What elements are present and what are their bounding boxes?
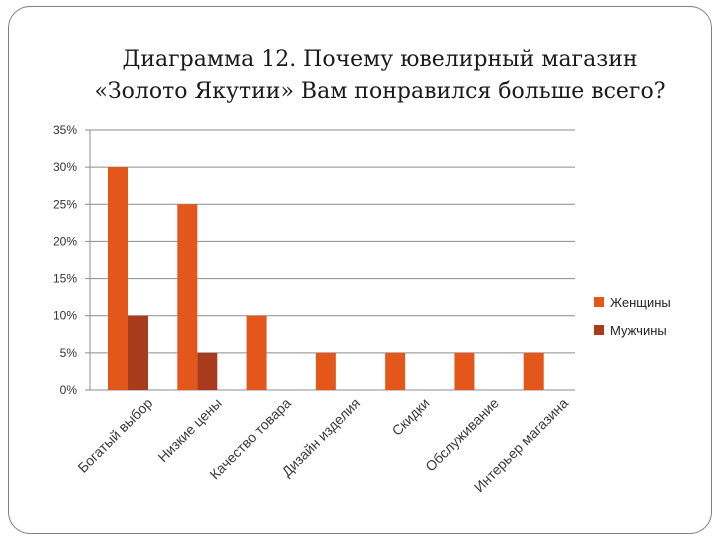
x-category-label: Обслуживание: [422, 395, 502, 475]
legend-swatch: [594, 297, 604, 307]
legend-label: Мужчины: [610, 323, 667, 338]
y-tick-label: 20%: [53, 234, 77, 248]
chart-title-line-1: Диаграмма 12. Почему ювелирный магазин: [122, 47, 638, 72]
y-tick-label: 25%: [53, 197, 77, 211]
bar-women: [385, 352, 406, 390]
bar-men: [128, 315, 148, 390]
bar-women: [523, 352, 544, 390]
legend-swatch: [594, 325, 604, 335]
bar-women: [454, 352, 475, 390]
y-tick-label: 30%: [53, 160, 77, 174]
x-category-label: Низкие цены: [154, 395, 224, 465]
y-tick-label: 0%: [60, 383, 78, 397]
legend-label: Женщины: [610, 295, 671, 310]
x-category-label: Скидки: [389, 395, 433, 439]
bar-women: [108, 167, 128, 390]
y-tick-label: 15%: [53, 272, 77, 286]
y-tick-label: 10%: [53, 309, 77, 323]
y-tick-label: 5%: [60, 346, 78, 360]
x-category-label: Богатый выбор: [74, 395, 155, 476]
y-tick-label: 35%: [53, 123, 77, 137]
bar-women: [246, 315, 267, 390]
bar-men: [197, 352, 218, 390]
bar-women: [177, 204, 198, 390]
bar-women: [315, 352, 336, 390]
chart-title-line-2: «Золото Якутии» Вам понравился больше вс…: [94, 79, 666, 104]
chart-title: Диаграмма 12. Почему ювелирный магазин «…: [60, 44, 700, 108]
